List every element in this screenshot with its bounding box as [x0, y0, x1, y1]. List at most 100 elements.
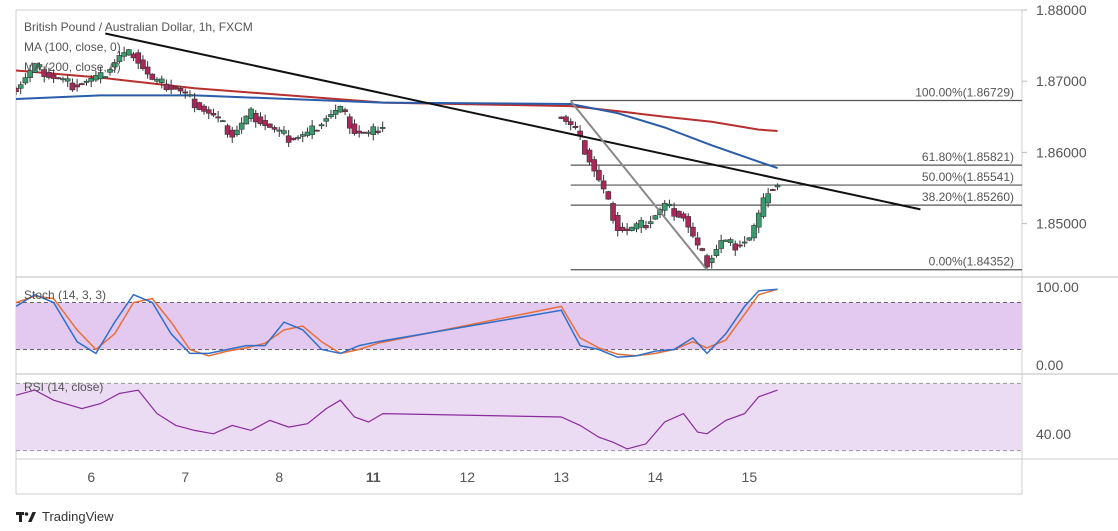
- candle-up: [751, 225, 757, 239]
- candle-up: [27, 70, 33, 78]
- candle-down: [600, 180, 607, 190]
- rsi-label: RSI (14, close): [24, 380, 103, 394]
- fib-level-label: 50.00%(1.85541): [922, 170, 1014, 184]
- candle-up: [276, 129, 283, 132]
- candle-down: [177, 88, 184, 92]
- candle-down: [314, 129, 320, 132]
- candle-down: [55, 77, 62, 80]
- ma100-group: [16, 94, 778, 170]
- time-tick-label: 6: [87, 469, 95, 485]
- candle-up: [243, 115, 250, 125]
- tradingview-brand[interactable]: TradingView: [16, 509, 114, 524]
- trendlines: [105, 32, 921, 271]
- time-tick-label: 15: [742, 469, 758, 485]
- candle-down: [290, 137, 297, 141]
- fib-level-label: 0.00%(1.84352): [929, 255, 1014, 269]
- candle-up: [281, 130, 287, 134]
- candle-down: [680, 213, 687, 219]
- candle-up: [755, 212, 762, 228]
- candle-down: [591, 159, 598, 172]
- candle-up: [765, 193, 771, 204]
- candle-down: [605, 191, 612, 200]
- time-tick-label: 8: [275, 469, 283, 485]
- candle-up: [741, 241, 748, 244]
- candle-down: [163, 83, 170, 91]
- candle-up: [304, 131, 311, 136]
- rsi-pane[interactable]: [16, 382, 1022, 452]
- fib-lines: [570, 99, 1022, 271]
- candle-down: [643, 225, 649, 229]
- candle-down: [685, 216, 692, 228]
- price-axis[interactable]: 1.88000 1.87000 1.86000 1.85000: [1022, 2, 1087, 232]
- candle-up: [121, 52, 127, 57]
- descending-trendline[interactable]: [105, 32, 921, 211]
- time-tick-label: 11: [366, 469, 381, 485]
- candle-down: [676, 210, 682, 218]
- candle-down: [770, 189, 776, 191]
- stoch-d-line: [16, 288, 778, 357]
- candle-down: [704, 255, 710, 268]
- candle-down: [614, 214, 621, 231]
- candle-down: [342, 109, 348, 112]
- rsi-line: [16, 389, 778, 450]
- candle-up: [647, 221, 654, 224]
- candle-up: [126, 49, 132, 56]
- candle-up: [299, 134, 306, 137]
- candle-up: [295, 136, 301, 139]
- rsi-tick-label: 40.00: [1036, 426, 1071, 442]
- stoch-lines: [16, 288, 778, 359]
- candle-down: [69, 82, 76, 91]
- candle-down: [624, 228, 630, 232]
- rsi-band: [16, 382, 1022, 452]
- stochastic-axis: 100.00 0.00: [1036, 279, 1079, 373]
- candle-down: [201, 105, 207, 112]
- time-tick-label: 12: [460, 469, 476, 485]
- stoch-tick-label: 100.00: [1036, 279, 1079, 295]
- candle-up: [83, 80, 90, 83]
- candle-up: [248, 108, 254, 119]
- swing-trendline[interactable]: [569, 100, 708, 271]
- candle-down: [16, 88, 19, 93]
- rsi-band-fill: [16, 383, 1022, 451]
- candle-up: [116, 55, 123, 62]
- candle-down: [229, 129, 236, 138]
- candle-down: [558, 116, 565, 119]
- price-tick-label: 1.86000: [1036, 144, 1087, 160]
- candle-up: [661, 202, 668, 211]
- candle-up: [93, 75, 99, 81]
- fib-level-label: 100.00%(1.86729): [915, 85, 1014, 99]
- chart-title: British Pound / Australian Dollar, 1h, F…: [24, 20, 253, 34]
- candle-up: [36, 64, 43, 68]
- candle-up: [727, 239, 734, 243]
- candle-up: [365, 131, 372, 134]
- candle-down: [168, 85, 174, 90]
- price-tick-label: 1.87000: [1036, 73, 1087, 89]
- candle-down: [140, 59, 146, 69]
- candle-up: [370, 126, 377, 135]
- candle-up: [708, 257, 715, 264]
- candle-down: [737, 244, 743, 247]
- price-tick-label: 1.85000: [1036, 216, 1087, 232]
- candle-up: [328, 114, 334, 118]
- price-pane[interactable]: [14, 32, 1023, 271]
- candle-down: [285, 135, 292, 143]
- candle-down: [135, 52, 142, 64]
- candle-down: [191, 98, 198, 108]
- candle-down: [205, 109, 212, 114]
- candle-down: [699, 248, 706, 251]
- candle-down: [732, 243, 739, 251]
- candles: [16, 46, 781, 271]
- candle-down: [596, 169, 602, 181]
- time-tick-label: 13: [554, 469, 570, 485]
- candle-down: [144, 66, 151, 75]
- stochastic-pane[interactable]: [16, 288, 1022, 359]
- candle-down: [572, 125, 579, 128]
- candle-up: [64, 78, 71, 82]
- price-tick-label: 1.88000: [1036, 2, 1087, 18]
- ma200-label: MA (200, close, 0): [24, 60, 121, 74]
- fib-labels: 100.00%(1.86729) 61.80%(1.85821) 50.00%(1.…: [915, 85, 1014, 268]
- candle-down: [586, 149, 593, 163]
- candle-up: [746, 237, 753, 241]
- candle-up: [760, 197, 767, 217]
- time-axis[interactable]: 6 7 8 11 12 13 14 15: [87, 469, 757, 485]
